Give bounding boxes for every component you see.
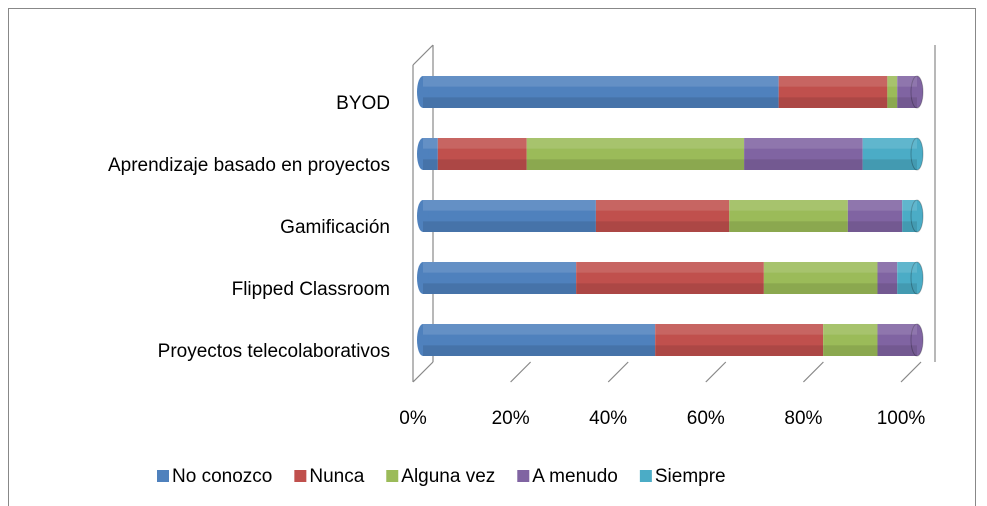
grid-line	[802, 361, 824, 383]
legend-label: Nunca	[309, 466, 364, 487]
bar	[778, 76, 888, 108]
legend-label: Alguna vez	[401, 466, 495, 487]
bar-shade	[423, 200, 917, 211]
bar	[576, 262, 764, 294]
bar-shade	[423, 324, 917, 335]
bar	[423, 324, 656, 356]
bar	[423, 76, 779, 108]
legend-swatch	[639, 470, 652, 482]
legend-swatch	[386, 470, 399, 482]
bar	[847, 200, 903, 232]
bar-shade	[423, 262, 917, 273]
bar-shade	[423, 76, 917, 87]
x-tick-label: 80%	[784, 408, 822, 429]
legend-swatch	[294, 470, 307, 482]
bar-shade	[423, 221, 917, 232]
bar-cap	[417, 76, 429, 108]
bar-cap	[417, 324, 429, 356]
grid-line	[900, 361, 922, 383]
grid-line	[510, 361, 532, 383]
x-tick-label: 20%	[492, 408, 530, 429]
y-tick-label: Flipped Classroom	[232, 279, 390, 300]
bar-cap	[417, 138, 429, 170]
bar-cap	[417, 262, 429, 294]
legend-label: Siempre	[655, 466, 726, 487]
bar-cap	[910, 137, 924, 171]
bar	[877, 324, 917, 356]
bar-shade	[423, 97, 917, 108]
bar-cap	[910, 323, 924, 357]
bar	[423, 262, 577, 294]
bar	[526, 138, 745, 170]
x-tick-label: 100%	[877, 408, 926, 429]
legend-label: No conozco	[172, 466, 272, 487]
bar	[729, 200, 848, 232]
bar-shade	[423, 283, 917, 294]
x-tick-label: 0%	[399, 408, 427, 429]
chart-border	[8, 8, 976, 506]
bar	[423, 200, 596, 232]
y-tick-label: Aprendizaje basado en proyectos	[108, 155, 390, 176]
legend-swatch	[517, 470, 530, 482]
y-tick-label: BYOD	[336, 93, 390, 114]
x-tick-label: 60%	[687, 408, 725, 429]
bar-shade	[423, 159, 917, 170]
bar-shade	[423, 345, 917, 356]
grid-line	[705, 361, 727, 383]
bar	[877, 262, 898, 294]
y-tick-label: Gamificación	[280, 217, 390, 238]
bar-cap	[910, 199, 924, 233]
y-tick-label: Proyectos telecolaborativos	[158, 341, 390, 362]
bar	[595, 200, 730, 232]
bar	[744, 138, 863, 170]
legend-swatch	[157, 470, 169, 482]
grid-line	[607, 361, 629, 383]
bar	[437, 138, 527, 170]
legend-label: A menudo	[532, 466, 618, 487]
bar-shade	[423, 138, 917, 149]
bar-cap	[417, 200, 429, 232]
bar	[823, 324, 878, 356]
bar-cap	[910, 261, 924, 295]
bar	[655, 324, 824, 356]
bar	[862, 138, 917, 170]
grid-line	[412, 361, 434, 383]
bar	[763, 262, 878, 294]
x-tick-label: 40%	[589, 408, 627, 429]
bar	[887, 76, 898, 108]
bar-cap	[910, 75, 924, 109]
